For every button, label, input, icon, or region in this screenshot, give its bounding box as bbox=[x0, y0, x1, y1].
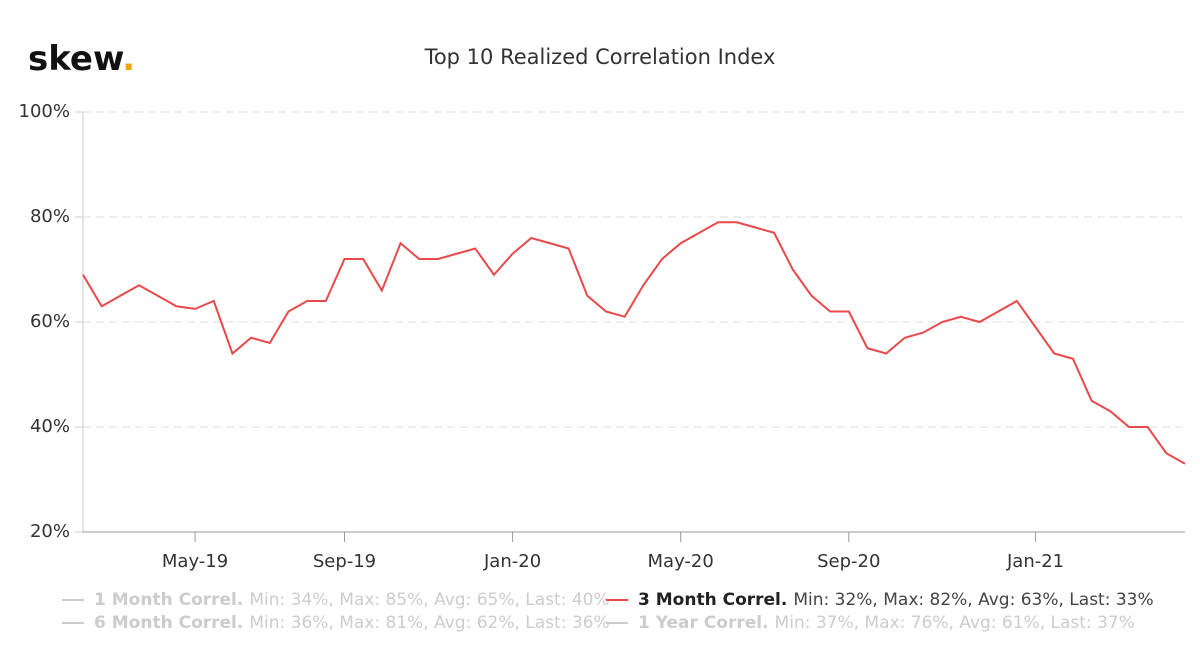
logo-text: skew bbox=[28, 39, 124, 79]
legend-entry: 3 Month Correl. Min: 32%, Max: 82%, Avg: … bbox=[638, 590, 1154, 610]
legend-name: 3 Month Correl. bbox=[638, 590, 787, 610]
x-tick-label: Sep-20 bbox=[817, 551, 880, 572]
chart-title: Top 10 Realized Correlation Index bbox=[424, 45, 776, 69]
y-tick-label: 80% bbox=[30, 206, 70, 227]
legend-stats: Min: 32%, Max: 82%, Avg: 63%, Last: 33% bbox=[793, 590, 1153, 610]
legend-entry: 6 Month Correl. Min: 36%, Max: 81%, Avg: … bbox=[94, 613, 610, 633]
legend-stats: Min: 36%, Max: 81%, Avg: 62%, Last: 36% bbox=[249, 613, 609, 633]
y-tick-label: 20% bbox=[30, 521, 70, 542]
x-tick-label: May-19 bbox=[162, 551, 228, 572]
y-tick-label: 100% bbox=[19, 101, 70, 122]
line bbox=[82, 221, 1186, 465]
x-tick-label: Sep-19 bbox=[313, 551, 376, 572]
logo: skew. bbox=[28, 39, 135, 79]
legend-stats: Min: 34%, Max: 85%, Avg: 65%, Last: 40% bbox=[249, 590, 609, 610]
y-tick-label: 60% bbox=[30, 311, 70, 332]
x-tick-label: May-20 bbox=[648, 551, 714, 572]
x-tick-label: Jan-21 bbox=[1006, 551, 1064, 572]
legend-name: 6 Month Correl. bbox=[94, 613, 243, 633]
legend-name: 1 Year Correl. bbox=[638, 613, 769, 633]
legend-stats: Min: 37%, Max: 76%, Avg: 61%, Last: 37% bbox=[775, 613, 1135, 633]
logo-dot: . bbox=[122, 39, 135, 79]
y-tick-label: 40% bbox=[30, 416, 70, 437]
legend-entry: 1 Month Correl. Min: 34%, Max: 85%, Avg: … bbox=[94, 590, 610, 610]
x-tick-label: Jan-20 bbox=[483, 551, 541, 572]
legend-name: 1 Month Correl. bbox=[94, 590, 243, 610]
legend-entry: 1 Year Correl. Min: 37%, Max: 76%, Avg: 6… bbox=[638, 613, 1135, 633]
